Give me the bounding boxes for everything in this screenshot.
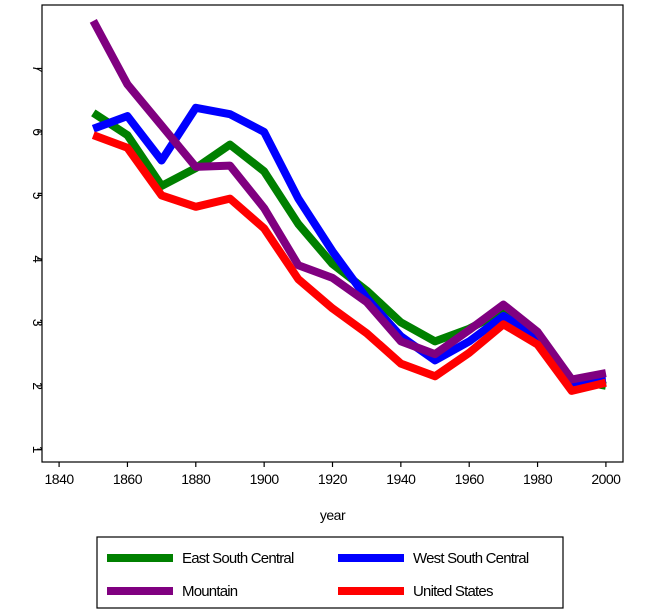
x-tick-label: 1920 xyxy=(318,471,348,487)
plot-area xyxy=(41,4,624,463)
legend-box xyxy=(96,536,564,609)
x-tick-label: 1840 xyxy=(45,471,75,487)
legend: East South Central West South Central Moun… xyxy=(96,536,564,609)
y-tick-label: 4 xyxy=(30,255,46,263)
legend-label-east-south-central: East South Central xyxy=(182,550,294,567)
legend-label-west-south-central: West South Central xyxy=(413,550,529,567)
series-line-united-states xyxy=(91,131,607,395)
legend-label-united-states: United States xyxy=(413,583,493,600)
y-tick-label: 6 xyxy=(30,128,46,136)
y-tick-label: 2 xyxy=(30,382,46,390)
series-line-west-south-central xyxy=(91,103,607,387)
x-tick-label: 1980 xyxy=(523,471,553,487)
legend-label-mountain: Mountain xyxy=(182,583,238,600)
x-tick-label: 1860 xyxy=(113,471,143,487)
y-tick-label: 3 xyxy=(30,319,46,327)
x-tick-label: 1900 xyxy=(250,471,280,487)
series-lines xyxy=(89,19,607,395)
x-axis-label: year xyxy=(320,507,346,523)
y-tick-label: 7 xyxy=(30,65,46,73)
x-tick-label: 1940 xyxy=(386,471,416,487)
x-tick-label: 2000 xyxy=(591,471,621,487)
y-axis: 1 2 3 4 5 6 7 xyxy=(30,65,46,454)
x-tick-label: 1960 xyxy=(455,471,485,487)
x-tick-label: 1880 xyxy=(181,471,211,487)
y-tick-label: 5 xyxy=(30,192,46,200)
x-axis: 1840 1860 1880 1900 1920 1940 1960 1980 2000 xyxy=(45,462,622,487)
series-line-mountain xyxy=(89,19,607,384)
y-tick-label: 1 xyxy=(30,446,46,454)
